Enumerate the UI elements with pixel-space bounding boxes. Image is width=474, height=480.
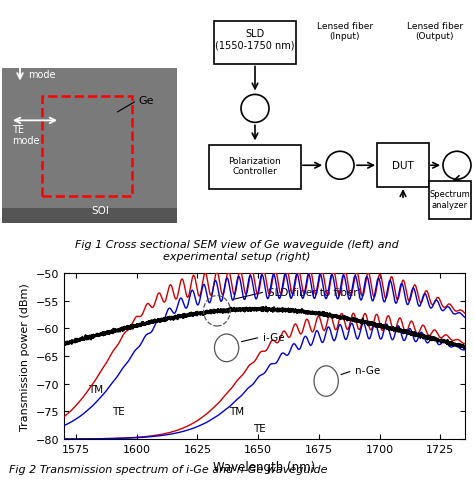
Text: TE: TE — [253, 423, 266, 433]
Text: DUT: DUT — [392, 161, 414, 171]
Bar — [2, 69, 177, 224]
Text: Lensed fiber
(Output): Lensed fiber (Output) — [407, 22, 463, 41]
Text: Polarization
Controller: Polarization Controller — [228, 156, 282, 176]
FancyBboxPatch shape — [377, 144, 429, 188]
Y-axis label: Transmission power (dBm): Transmission power (dBm) — [20, 283, 30, 430]
Text: i-Ge: i-Ge — [241, 332, 285, 342]
X-axis label: Wavelength (nm): Wavelength (nm) — [213, 459, 315, 472]
FancyBboxPatch shape — [209, 146, 301, 190]
FancyBboxPatch shape — [214, 22, 296, 65]
Text: n-Ge: n-Ge — [341, 365, 381, 375]
Text: SLD(fiber to fiber): SLD(fiber to fiber) — [234, 287, 362, 300]
Text: TE: TE — [112, 407, 125, 416]
Text: TM: TM — [229, 407, 244, 416]
Text: SOI: SOI — [91, 206, 109, 216]
Text: Lensed fiber
(Input): Lensed fiber (Input) — [317, 22, 373, 41]
Bar — [2, 209, 177, 224]
Text: TM: TM — [88, 384, 103, 394]
Text: Fig 2 Transmission spectrum of i-Ge and n-Ge waveguide: Fig 2 Transmission spectrum of i-Ge and … — [9, 464, 328, 474]
Text: Ge: Ge — [138, 96, 154, 106]
Text: TE
mode: TE mode — [12, 124, 39, 146]
Text: TM
mode: TM mode — [28, 59, 55, 80]
Text: Spectrum
analyzer: Spectrum analyzer — [429, 190, 470, 209]
Text: SLD
(1550-1750 nm): SLD (1550-1750 nm) — [215, 29, 295, 50]
FancyBboxPatch shape — [429, 182, 471, 220]
Bar — [42, 97, 132, 197]
Text: Fig 1 Cross sectional SEM view of Ge waveguide (left) and
experimental setup (ri: Fig 1 Cross sectional SEM view of Ge wav… — [75, 240, 399, 261]
